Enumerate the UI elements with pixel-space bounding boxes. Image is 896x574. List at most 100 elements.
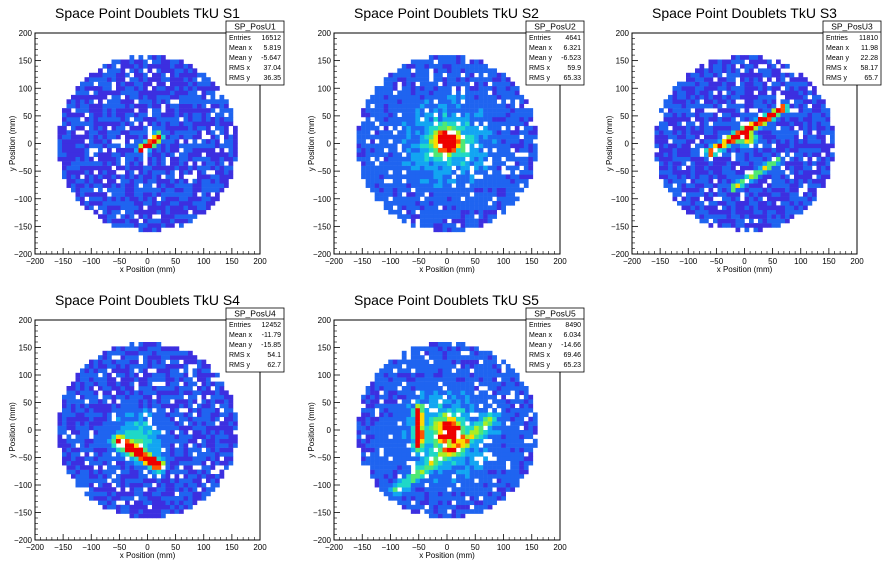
- heatmap-bin: [66, 165, 72, 171]
- heatmap-bin: [161, 491, 166, 497]
- heatmap-bin: [460, 227, 466, 233]
- heatmap-bin: [161, 364, 166, 369]
- heatmap-bin: [75, 447, 81, 453]
- heatmap-bin: [116, 77, 121, 82]
- heatmap-bin: [219, 108, 225, 113]
- heatmap-bin: [672, 94, 678, 100]
- heatmap-bin: [161, 209, 166, 215]
- heatmap-bin: [798, 178, 804, 184]
- heatmap-bin: [152, 94, 157, 100]
- heatmap-bin: [192, 209, 198, 215]
- heatmap-bin: [192, 147, 198, 153]
- heatmap-bin: [147, 214, 153, 219]
- heatmap-bin: [437, 108, 443, 113]
- heatmap-bin: [156, 152, 162, 158]
- heatmap-bin: [776, 192, 781, 197]
- heatmap-bin: [93, 108, 99, 113]
- heatmap-bin: [460, 59, 466, 65]
- heatmap-bin: [138, 421, 144, 426]
- heatmap-bin: [749, 152, 754, 158]
- heatmap-bin: [437, 192, 443, 197]
- heatmap-bin: [771, 103, 777, 109]
- heatmap-bin: [753, 227, 759, 233]
- heatmap-bin: [762, 125, 768, 131]
- heatmap-bin: [478, 165, 484, 171]
- heatmap-bin: [789, 196, 795, 202]
- heatmap-bin: [812, 147, 817, 153]
- heatmap-bin: [699, 200, 705, 206]
- heatmap-bin: [415, 116, 421, 122]
- heatmap-bin: [188, 478, 193, 484]
- heatmap-bin: [374, 147, 380, 153]
- heatmap-bin: [179, 350, 184, 356]
- heatmap-bin: [406, 72, 412, 78]
- heatmap-bin: [183, 63, 189, 69]
- heatmap-bin: [197, 491, 202, 497]
- heatmap-bin: [129, 368, 135, 374]
- heatmap-bin: [672, 196, 678, 202]
- heatmap-bin: [201, 408, 207, 413]
- heatmap-bin: [505, 143, 511, 149]
- heatmap-bin: [201, 368, 207, 374]
- heatmap-bin: [379, 94, 384, 100]
- heatmap-bin: [134, 174, 139, 180]
- heatmap-bin: [89, 112, 94, 118]
- heatmap-bin: [111, 443, 117, 448]
- heatmap-bin: [98, 170, 103, 175]
- heatmap-bin: [120, 425, 126, 431]
- heatmap-bin: [501, 94, 507, 100]
- heatmap-bin: [460, 139, 466, 144]
- heatmap-bin: [361, 143, 366, 149]
- heatmap-bin: [510, 81, 516, 87]
- heatmap-bin: [690, 112, 696, 118]
- heatmap-bin: [89, 386, 94, 391]
- heatmap-bin: [71, 460, 76, 466]
- heatmap-bin: [183, 156, 189, 162]
- heatmap-bin: [794, 130, 799, 135]
- heatmap-bin: [93, 368, 99, 374]
- heatmap-bin: [75, 408, 81, 413]
- heatmap-bin: [147, 170, 153, 175]
- heatmap-bin: [98, 381, 103, 387]
- x-tick-label: 150: [225, 543, 239, 552]
- heatmap-bin: [663, 99, 669, 104]
- heatmap-bin: [442, 174, 448, 180]
- heatmap-bin: [762, 72, 768, 78]
- heatmap-bin: [143, 452, 148, 457]
- heatmap-bin: [102, 430, 108, 435]
- heatmap-bin: [523, 178, 529, 184]
- heatmap-bin: [152, 390, 157, 396]
- heatmap-bin: [478, 156, 484, 162]
- heatmap-bin: [487, 205, 493, 211]
- heatmap-bin: [138, 513, 144, 519]
- heatmap-bin: [704, 165, 709, 171]
- heatmap-bin: [383, 139, 389, 144]
- heatmap-bin: [197, 170, 202, 175]
- stats-label: RMS x: [229, 352, 251, 359]
- heatmap-bin: [71, 187, 76, 193]
- heatmap-bin: [93, 143, 99, 149]
- heatmap-bin: [686, 205, 691, 211]
- heatmap-bin: [183, 416, 189, 422]
- heatmap-bin: [672, 134, 678, 140]
- heatmap-bin: [798, 170, 804, 175]
- heatmap-bin: [465, 86, 470, 91]
- heatmap-bin: [138, 425, 144, 431]
- heatmap-bin: [156, 430, 162, 435]
- heatmap-bin: [365, 134, 371, 140]
- heatmap-bin: [201, 372, 207, 378]
- heatmap-bin: [785, 125, 790, 131]
- heatmap-bin: [161, 63, 166, 69]
- heatmap-bin: [695, 90, 700, 96]
- heatmap-bin: [717, 77, 723, 82]
- heatmap-bin: [496, 192, 502, 197]
- heatmap-bin: [699, 165, 705, 171]
- heatmap-bin: [510, 130, 516, 135]
- heatmap-bin: [111, 59, 117, 65]
- heatmap-bin: [654, 125, 660, 131]
- heatmap-bin: [785, 103, 790, 109]
- heatmap-bin: [98, 187, 103, 193]
- heatmap-bin: [492, 161, 497, 166]
- heatmap-bin: [165, 223, 171, 228]
- heatmap-bin: [492, 187, 497, 193]
